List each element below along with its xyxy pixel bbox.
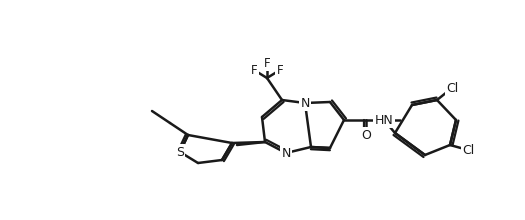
- Text: N: N: [300, 97, 310, 110]
- Text: Cl: Cl: [462, 143, 474, 156]
- Text: O: O: [361, 128, 371, 141]
- Text: Cl: Cl: [446, 81, 458, 95]
- Text: HN: HN: [375, 114, 393, 126]
- Text: F: F: [277, 64, 284, 77]
- Text: S: S: [176, 145, 184, 158]
- Text: F: F: [251, 64, 257, 77]
- Text: N: N: [281, 147, 291, 160]
- Text: F: F: [264, 57, 270, 70]
